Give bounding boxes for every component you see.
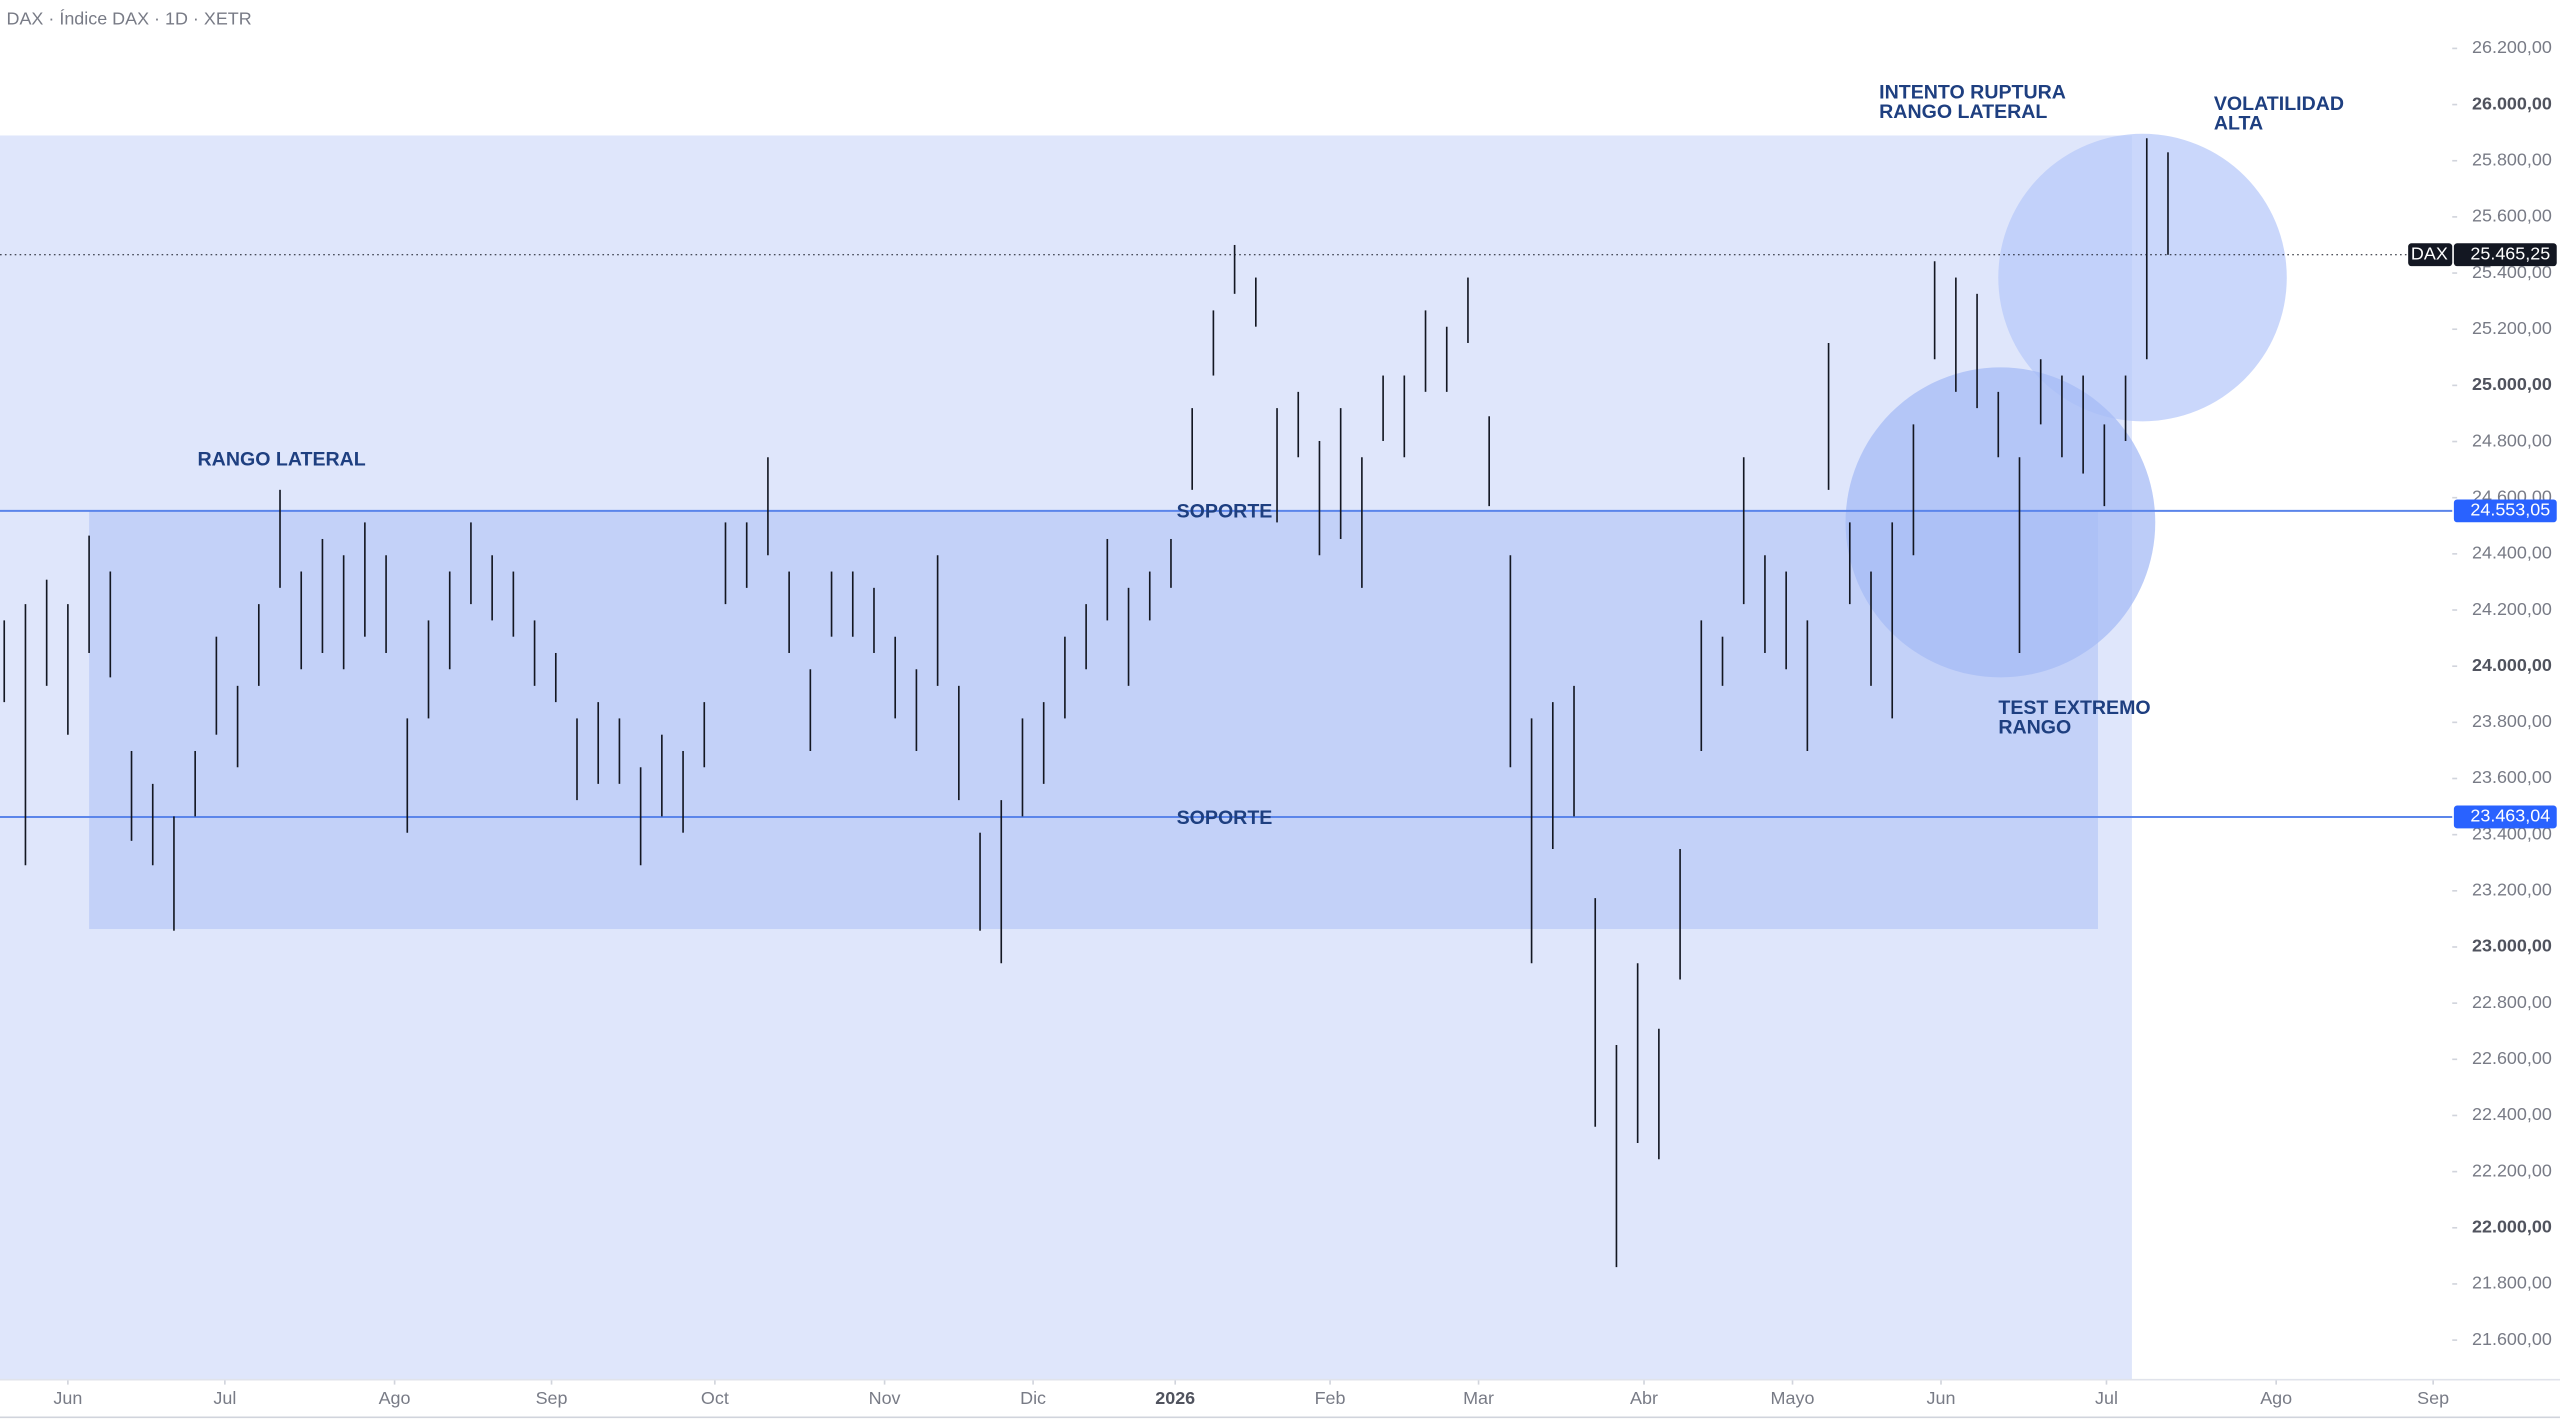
x-tick-label: Nov xyxy=(869,1388,901,1408)
y-tick-label: 25.200,00 xyxy=(2472,318,2552,338)
y-tick-label: 26.200,00 xyxy=(2472,37,2552,57)
y-tick-label: 23.600,00 xyxy=(2472,767,2552,787)
annotation: RANGO LATERAL xyxy=(198,449,366,471)
y-tick-label: 26.000,00 xyxy=(2472,93,2552,113)
y-tick-label: 24.800,00 xyxy=(2472,430,2552,450)
y-tick-label: 25.600,00 xyxy=(2472,206,2552,226)
support-text: SOPORTE xyxy=(1177,807,1273,829)
x-tick-label: Jun xyxy=(53,1388,82,1408)
annotation: VOLATILIDAD xyxy=(2214,93,2344,115)
y-tick-label: 22.400,00 xyxy=(2472,1104,2552,1124)
y-tick-label: 24.400,00 xyxy=(2472,543,2552,563)
y-tick-label: 21.800,00 xyxy=(2472,1273,2552,1293)
y-tick-label: 22.000,00 xyxy=(2472,1217,2552,1237)
zone xyxy=(89,510,2098,930)
x-tick-label: Ago xyxy=(2260,1388,2292,1408)
price-tag-label: 24.553,05 xyxy=(2470,500,2550,520)
last-price-label: 25.465,25 xyxy=(2470,243,2550,263)
price-tag xyxy=(2453,499,2557,523)
x-tick-label: Dic xyxy=(1020,1388,1046,1408)
y-tick-label: 23.800,00 xyxy=(2472,711,2552,731)
y-tick-label: 23.200,00 xyxy=(2472,880,2552,900)
chart-header: DAX · Índice DAX · 1D · XETR xyxy=(7,8,252,28)
price-tag-label: 23.463,04 xyxy=(2470,806,2550,826)
symbol-tag-label: DAX xyxy=(2411,243,2448,263)
x-tick-label: Ago xyxy=(379,1388,411,1408)
x-tick-label: Jul xyxy=(2095,1388,2118,1408)
symbol-tag xyxy=(2408,243,2453,267)
annotation: ALTA xyxy=(2214,112,2263,134)
highlight-circle xyxy=(1845,367,2156,678)
x-tick-label: Jun xyxy=(1927,1388,1956,1408)
y-tick-label: 25.400,00 xyxy=(2472,262,2552,282)
y-tick-label: 24.200,00 xyxy=(2472,599,2552,619)
x-tick-label: 2026 xyxy=(1155,1388,1195,1408)
last-price-tag xyxy=(2453,243,2557,267)
x-tick-label: Jul xyxy=(213,1388,236,1408)
highlight-circle xyxy=(1998,133,2287,422)
y-tick-label: 25.800,00 xyxy=(2472,149,2552,169)
y-tick-label: 24.000,00 xyxy=(2472,655,2552,675)
annotation: RANGO LATERAL xyxy=(1879,101,2047,123)
y-tick-label: 23.400,00 xyxy=(2472,823,2552,843)
y-tick-label: 21.600,00 xyxy=(2472,1329,2552,1349)
support-text: SOPORTE xyxy=(1177,501,1273,523)
y-tick-label: 22.800,00 xyxy=(2472,992,2552,1012)
y-tick-label: 25.000,00 xyxy=(2472,374,2552,394)
x-tick-label: Mar xyxy=(1463,1388,1494,1408)
x-tick-label: Abr xyxy=(1630,1388,1658,1408)
y-tick-label: 23.000,00 xyxy=(2472,936,2552,956)
annotation: TEST EXTREMO xyxy=(1998,697,2150,719)
annotation: INTENTO RUPTURA xyxy=(1879,81,2066,103)
annotation: RANGO xyxy=(1998,716,2071,738)
x-tick-label: Feb xyxy=(1315,1388,1346,1408)
y-tick-label: 22.600,00 xyxy=(2472,1048,2552,1068)
x-tick-label: Oct xyxy=(701,1388,729,1408)
y-tick-label: 22.200,00 xyxy=(2472,1160,2552,1180)
x-tick-label: Sep xyxy=(2417,1388,2449,1408)
x-tick-label: Sep xyxy=(536,1388,568,1408)
x-tick-label: Mayo xyxy=(1771,1388,1815,1408)
price-tag xyxy=(2453,805,2557,829)
